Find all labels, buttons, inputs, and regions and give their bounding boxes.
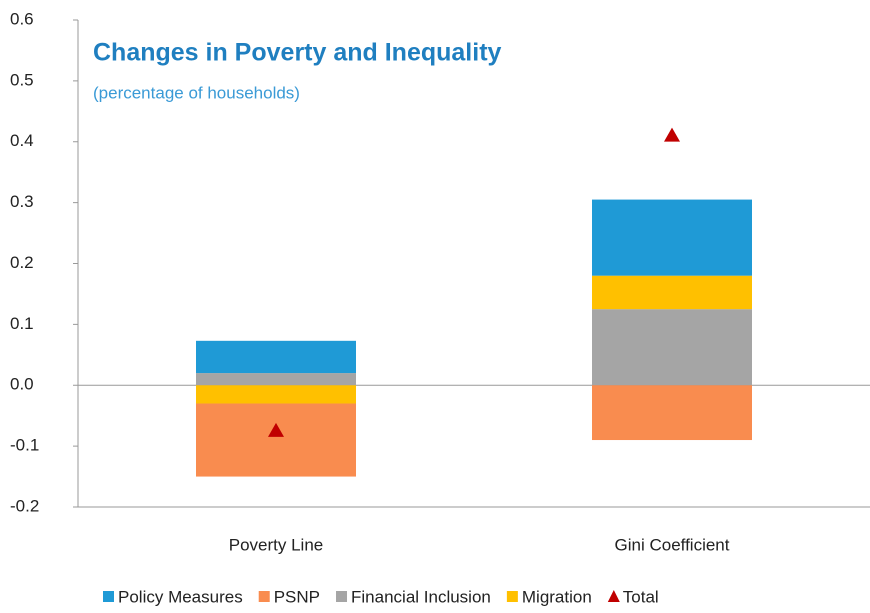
bar-segment bbox=[196, 373, 356, 386]
y-tick-label: 0.6 bbox=[10, 9, 34, 28]
bar-segment bbox=[196, 385, 356, 404]
bar-segment bbox=[592, 309, 752, 386]
x-tick-label: Poverty Line bbox=[229, 535, 324, 554]
bar-segment bbox=[592, 275, 752, 310]
legend-label: Financial Inclusion bbox=[351, 587, 491, 606]
y-tick-label: 0.4 bbox=[10, 131, 34, 150]
legend-marker bbox=[607, 590, 620, 602]
bar-segment bbox=[196, 403, 356, 477]
total-marker bbox=[268, 422, 284, 437]
legend-swatch bbox=[103, 591, 114, 602]
chart-title: Changes in Poverty and Inequality bbox=[93, 39, 502, 67]
legend-label: Total bbox=[623, 587, 659, 606]
y-tick-label: 0.1 bbox=[10, 314, 34, 333]
total-marker bbox=[664, 127, 680, 142]
y-tick-label: -0.2 bbox=[10, 496, 39, 515]
y-tick-label: -0.1 bbox=[10, 436, 39, 455]
y-tick-label: 0.3 bbox=[10, 192, 34, 211]
bar-segment bbox=[592, 385, 752, 441]
y-tick-label: 0.5 bbox=[10, 70, 34, 89]
y-tick-label: 0.2 bbox=[10, 253, 34, 272]
legend-swatch bbox=[506, 591, 518, 602]
legend-swatch bbox=[336, 591, 348, 602]
legend-label: PSNP bbox=[274, 587, 320, 606]
legend-label: Migration bbox=[522, 587, 592, 606]
chart-subtitle: (percentage of households) bbox=[93, 83, 300, 102]
y-tick-label: 0.0 bbox=[10, 375, 34, 394]
bar-segment bbox=[592, 199, 752, 276]
legend-label: Policy Measures bbox=[118, 587, 243, 606]
bar-segment bbox=[196, 340, 356, 374]
legend-swatch bbox=[258, 591, 270, 602]
x-tick-label: Gini Coefficient bbox=[615, 535, 730, 554]
